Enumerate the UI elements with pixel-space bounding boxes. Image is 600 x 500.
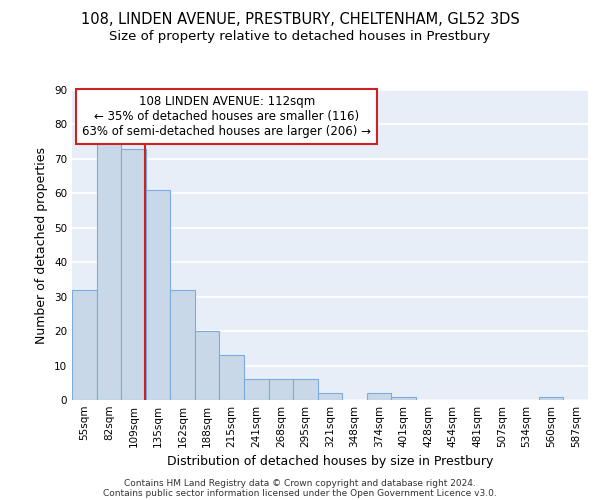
Bar <box>97 142 121 400</box>
Text: 108 LINDEN AVENUE: 112sqm
← 35% of detached houses are smaller (116)
63% of semi: 108 LINDEN AVENUE: 112sqm ← 35% of detac… <box>82 94 371 138</box>
Text: Size of property relative to detached houses in Prestbury: Size of property relative to detached ho… <box>109 30 491 43</box>
Bar <box>121 148 146 400</box>
Text: 108, LINDEN AVENUE, PRESTBURY, CHELTENHAM, GL52 3DS: 108, LINDEN AVENUE, PRESTBURY, CHELTENHA… <box>80 12 520 28</box>
Bar <box>244 380 269 400</box>
Bar <box>170 290 195 400</box>
Bar <box>391 396 416 400</box>
Bar <box>293 380 318 400</box>
Y-axis label: Number of detached properties: Number of detached properties <box>35 146 49 344</box>
Bar <box>539 396 563 400</box>
Bar <box>72 290 97 400</box>
Text: Contains public sector information licensed under the Open Government Licence v3: Contains public sector information licen… <box>103 488 497 498</box>
Bar <box>318 393 342 400</box>
Bar <box>146 190 170 400</box>
Bar <box>269 380 293 400</box>
Bar <box>220 355 244 400</box>
Bar <box>195 331 220 400</box>
Bar <box>367 393 391 400</box>
X-axis label: Distribution of detached houses by size in Prestbury: Distribution of detached houses by size … <box>167 456 493 468</box>
Text: Contains HM Land Registry data © Crown copyright and database right 2024.: Contains HM Land Registry data © Crown c… <box>124 478 476 488</box>
